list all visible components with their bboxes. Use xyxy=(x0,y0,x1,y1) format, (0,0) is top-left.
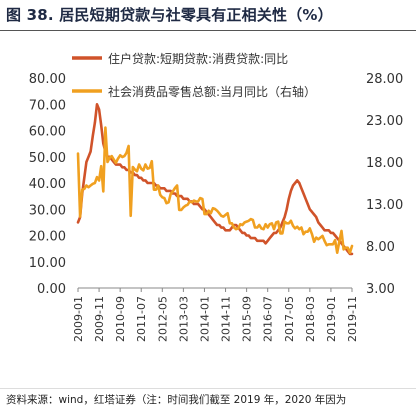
title-divider xyxy=(0,30,416,31)
x-tick-label: 2013-03 xyxy=(177,296,190,342)
legend-label: 住户贷款:短期贷款:消费贷款:同比 xyxy=(108,51,288,66)
x-tick-label: 2011-07 xyxy=(135,296,148,342)
legend-label: 社会消费品零售总额:当月同比（右轴） xyxy=(108,84,316,99)
x-tick-label: 2015-09 xyxy=(241,296,254,342)
y-left-tick-label: 30.00 xyxy=(29,203,66,218)
chart-title: 图 38. 居民短期贷款与社零具有正相关性（%） xyxy=(6,6,333,24)
x-tick-label: 2009-11 xyxy=(93,296,106,342)
x-tick-label: 2014-11 xyxy=(220,296,233,342)
x-tick-label: 2010-09 xyxy=(114,296,127,342)
y-left-tick-label: 40.00 xyxy=(29,177,66,192)
y-left-tick-label: 0.00 xyxy=(37,282,66,297)
y-left-tick-label: 50.00 xyxy=(29,151,66,166)
series-line-retail-sales xyxy=(76,126,354,254)
y-left-tick-label: 60.00 xyxy=(29,125,66,140)
y-right-tick-label: 8.00 xyxy=(366,240,395,255)
source-note: 资料来源：wind，红塔证券（注：时间我们截至 2019 年，2020 年因为 xyxy=(6,394,347,406)
y-left-tick-label: 70.00 xyxy=(29,98,66,113)
x-tick-label: 2019-11 xyxy=(346,296,359,342)
y-left-tick-label: 80.00 xyxy=(29,72,66,87)
x-tick-label: 2018-03 xyxy=(304,296,317,342)
y-right-tick-label: 13.00 xyxy=(366,198,403,213)
y-right-tick-label: 3.00 xyxy=(366,282,395,297)
x-tick-label: 2012-05 xyxy=(156,296,169,342)
x-tick-label: 2016-07 xyxy=(262,296,275,342)
y-right-tick-label: 18.00 xyxy=(366,156,403,171)
y-right-tick-label: 23.00 xyxy=(366,114,403,129)
x-tick-label: 2014-01 xyxy=(198,296,211,342)
y-right-tick-label: 28.00 xyxy=(366,72,403,87)
x-tick-label: 2019-01 xyxy=(325,296,338,342)
x-tick-label: 2009-01 xyxy=(72,296,85,342)
x-tick-label: 2017-05 xyxy=(283,296,296,342)
line-chart: 0.00 10.00 20.00 30.00 40.00 50.00 60.00 70.00 8… xyxy=(29,51,403,342)
y-left-tick-label: 10.00 xyxy=(29,256,66,271)
footer-divider xyxy=(0,388,416,389)
y-left-tick-label: 20.00 xyxy=(29,230,66,245)
series-line-consumer-loans xyxy=(76,103,354,256)
